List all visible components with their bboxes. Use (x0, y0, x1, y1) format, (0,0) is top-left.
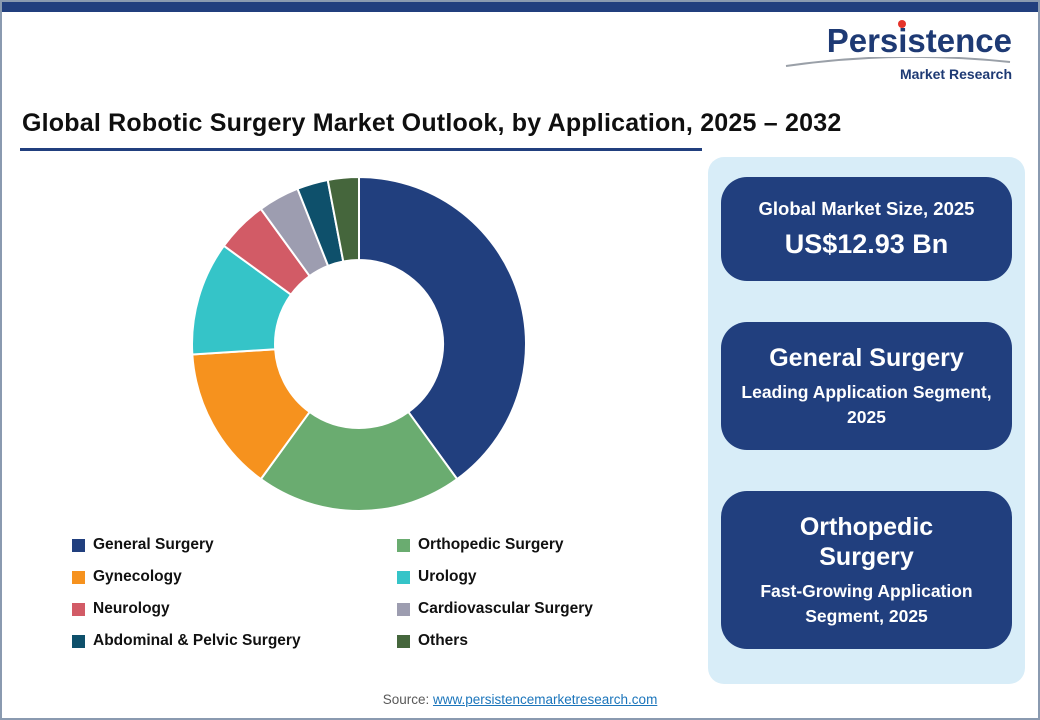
legend-swatch-icon (397, 634, 410, 648)
top-accent-bar (2, 2, 1038, 12)
page-title: Global Robotic Surgery Market Outlook, b… (22, 109, 842, 137)
legend-swatch-icon (72, 602, 85, 616)
fast-growing-segment-card: Orthopedic Surgery Fast-Growing Applicat… (721, 491, 1012, 649)
source-footer: Source: www.persistencemarketresearch.co… (2, 692, 1038, 707)
donut-segment-general-surgery (358, 175, 527, 481)
leading-segment-card-title: General Surgery (769, 344, 964, 372)
donut-segment-orthopedic-surgery (259, 410, 459, 513)
source-label: Source: (382, 692, 430, 707)
legend-label: Abdominal & Pelvic Surgery (93, 632, 301, 649)
logo-tagline: Market Research (899, 66, 1012, 82)
legend-swatch-icon (72, 634, 85, 648)
legend-item-abdominal-pelvic-surgery: Abdominal & Pelvic Surgery (72, 632, 397, 650)
legend-item-general-surgery: General Surgery (72, 536, 397, 554)
legend-swatch-icon (72, 570, 85, 584)
legend-item-others: Others (397, 632, 677, 650)
title-underline-rule (20, 148, 702, 151)
market-size-card-value: US$12.93 Bn (784, 229, 949, 259)
logo-name-text: Persistence (826, 22, 1012, 59)
logo-swoosh-icon (785, 57, 1011, 67)
legend-item-urology: Urology (397, 568, 677, 586)
donut-segment-others (326, 175, 360, 263)
legend-swatch-icon (397, 538, 410, 552)
legend-label: Gynecology (93, 568, 182, 585)
legend-label: Neurology (93, 600, 170, 617)
donut-chart (189, 174, 529, 514)
legend-label: General Surgery (93, 536, 214, 553)
leading-segment-card: General Surgery Leading Application Segm… (721, 322, 1012, 450)
legend-label: Cardiovascular Surgery (418, 600, 593, 617)
market-size-card: Global Market Size, 2025 US$12.93 Bn (721, 177, 1012, 281)
legend-label: Orthopedic Surgery (418, 536, 564, 553)
highlights-sidebar: Global Market Size, 2025 US$12.93 Bn Gen… (708, 157, 1025, 684)
legend-item-neurology: Neurology (72, 600, 397, 618)
legend-swatch-icon (397, 602, 410, 616)
chart-legend: General Surgery Orthopedic Surgery Gynecol… (72, 536, 677, 650)
fast-growing-segment-card-title: Orthopedic Surgery (799, 513, 934, 571)
source-link[interactable]: www.persistencemarketresearch.com (432, 692, 658, 707)
leading-segment-card-subtitle: Leading Application Segment, 2025 (741, 382, 992, 427)
logo-wordmark: Persistence (826, 20, 1012, 60)
legend-label: Urology (418, 568, 477, 585)
logo-red-dot-icon (897, 20, 906, 28)
market-size-card-title: Global Market Size, 2025 (758, 198, 975, 219)
legend-item-orthopedic-surgery: Orthopedic Surgery (397, 536, 677, 554)
legend-item-gynecology: Gynecology (72, 568, 397, 586)
donut-chart-svg (191, 175, 527, 513)
pmr-logo: Persistence Market Research (784, 20, 1012, 82)
legend-label: Others (418, 632, 468, 649)
fast-growing-segment-card-subtitle: Fast-Growing Application Segment, 2025 (760, 581, 973, 626)
legend-swatch-icon (397, 570, 410, 584)
legend-swatch-icon (72, 538, 85, 552)
legend-item-cardiovascular-surgery: Cardiovascular Surgery (397, 600, 677, 618)
